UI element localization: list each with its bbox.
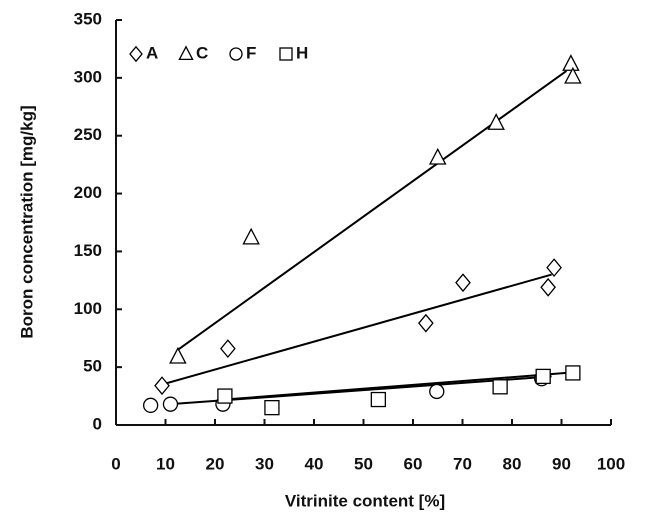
trend-line — [224, 371, 567, 401]
marker — [562, 54, 580, 71]
x-tick-label: 70 — [453, 454, 472, 473]
x-axis-label: Vitrinite content [%] — [285, 491, 445, 510]
marker — [142, 397, 159, 413]
marker — [279, 47, 293, 61]
legend-label: A — [146, 43, 158, 62]
marker — [220, 339, 236, 359]
y-tick-label: 150 — [74, 241, 102, 260]
x-tick-label: 50 — [354, 454, 373, 473]
marker — [546, 258, 562, 278]
legend-label: H — [296, 43, 308, 62]
y-tick-label: 250 — [74, 125, 102, 144]
x-tick-label: 80 — [503, 454, 522, 473]
y-tick-label: 0 — [93, 414, 102, 433]
marker — [242, 227, 260, 245]
marker — [540, 277, 556, 297]
x-tick-label: 90 — [552, 454, 571, 473]
y-tick-label: 350 — [74, 9, 102, 28]
y-tick-label: 200 — [74, 183, 102, 202]
marker — [428, 147, 447, 165]
legend-label: C — [196, 43, 208, 62]
trend-line — [177, 70, 568, 351]
x-tick-label: 10 — [156, 454, 175, 473]
y-tick-label: 300 — [74, 67, 102, 86]
y-tick-label: 50 — [83, 357, 102, 376]
marker — [370, 391, 387, 408]
marker — [429, 383, 445, 400]
marker — [535, 368, 551, 385]
trend-line — [161, 273, 552, 386]
marker — [217, 388, 233, 404]
legend-label: F — [246, 43, 256, 62]
marker — [492, 379, 508, 395]
x-tick-label: 60 — [404, 454, 423, 473]
marker — [564, 66, 582, 84]
marker — [565, 365, 581, 381]
marker — [154, 376, 170, 396]
y-tick-label: 100 — [74, 299, 102, 318]
marker — [455, 273, 471, 293]
x-tick-label: 40 — [305, 454, 324, 473]
x-tick-label: 0 — [111, 454, 120, 473]
marker — [229, 47, 243, 61]
marker — [169, 346, 187, 364]
marker — [178, 45, 194, 61]
marker — [129, 45, 143, 63]
x-tick-label: 100 — [597, 454, 625, 473]
marker — [162, 396, 179, 412]
x-tick-label: 30 — [255, 454, 274, 473]
marker — [418, 313, 434, 333]
y-axis-label: Boron concentration [mg/kg] — [17, 105, 36, 338]
marker — [264, 399, 280, 416]
x-tick-label: 20 — [206, 454, 225, 473]
marker — [487, 113, 505, 130]
